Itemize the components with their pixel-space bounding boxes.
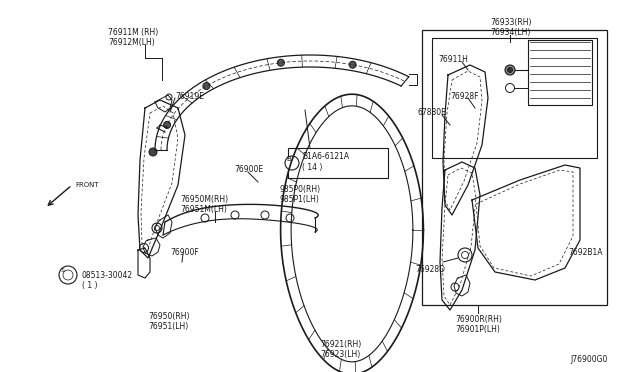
- Text: J76900G0: J76900G0: [570, 355, 607, 364]
- Text: 76928D: 76928D: [415, 265, 445, 274]
- Text: 76951(LH): 76951(LH): [148, 322, 188, 331]
- Text: 76923(LH): 76923(LH): [320, 350, 360, 359]
- Text: 76951M(LH): 76951M(LH): [180, 205, 227, 214]
- Text: 76950M(RH): 76950M(RH): [180, 195, 228, 204]
- Text: 985P1(LH): 985P1(LH): [280, 195, 320, 204]
- Text: FRONT: FRONT: [75, 182, 99, 188]
- Circle shape: [277, 59, 284, 66]
- Text: 7692B1A: 7692B1A: [568, 248, 602, 257]
- Text: 76919E: 76919E: [175, 92, 204, 101]
- Bar: [288, 148, 388, 178]
- Bar: [432, 38, 597, 158]
- Text: 76901P(LH): 76901P(LH): [455, 325, 500, 334]
- Text: 76912M(LH): 76912M(LH): [108, 38, 155, 47]
- Text: 985P0(RH): 985P0(RH): [280, 185, 321, 194]
- Circle shape: [349, 61, 356, 68]
- Bar: [422, 30, 607, 305]
- Text: 76934(LH): 76934(LH): [490, 28, 531, 37]
- Text: B1A6-6121A: B1A6-6121A: [302, 152, 349, 161]
- Text: ( 1 ): ( 1 ): [82, 281, 97, 290]
- Circle shape: [149, 148, 157, 156]
- Circle shape: [164, 121, 171, 128]
- Circle shape: [203, 83, 210, 90]
- Text: 76933(RH): 76933(RH): [490, 18, 531, 27]
- Text: 76900F: 76900F: [170, 248, 199, 257]
- Text: 76928F: 76928F: [450, 92, 479, 101]
- Text: 67880E: 67880E: [418, 108, 447, 117]
- Text: ( 14 ): ( 14 ): [302, 163, 323, 172]
- Text: 76950(RH): 76950(RH): [148, 312, 189, 321]
- Text: B: B: [287, 156, 291, 162]
- Text: 76900E: 76900E: [234, 165, 263, 174]
- Text: 76900R(RH): 76900R(RH): [455, 315, 502, 324]
- Text: 76911H: 76911H: [438, 55, 468, 64]
- Text: 08513-30042: 08513-30042: [82, 271, 133, 280]
- Text: 76911M (RH): 76911M (RH): [108, 28, 158, 37]
- Text: 76921(RH): 76921(RH): [320, 340, 361, 349]
- Circle shape: [285, 156, 299, 170]
- Circle shape: [505, 65, 515, 75]
- Circle shape: [508, 67, 513, 73]
- Text: S: S: [61, 269, 65, 273]
